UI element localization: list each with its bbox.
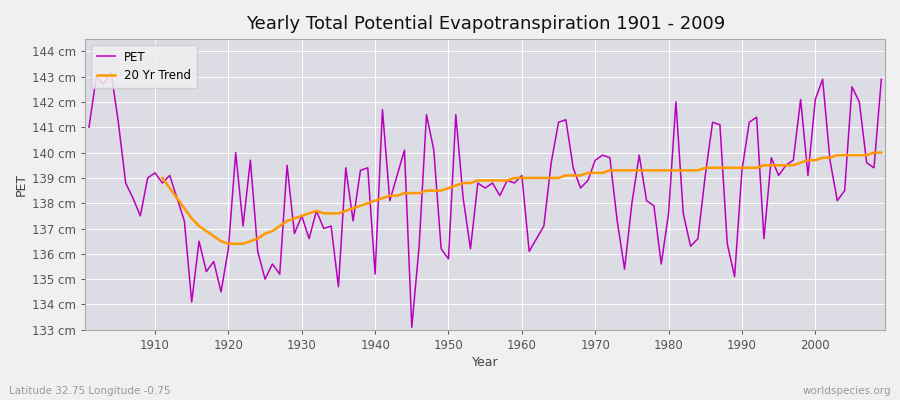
Y-axis label: PET: PET	[15, 173, 28, 196]
Title: Yearly Total Potential Evapotranspiration 1901 - 2009: Yearly Total Potential Evapotranspiratio…	[246, 15, 724, 33]
Text: Latitude 32.75 Longitude -0.75: Latitude 32.75 Longitude -0.75	[9, 386, 170, 396]
Legend: PET, 20 Yr Trend: PET, 20 Yr Trend	[91, 45, 197, 88]
Text: worldspecies.org: worldspecies.org	[803, 386, 891, 396]
X-axis label: Year: Year	[472, 356, 499, 369]
